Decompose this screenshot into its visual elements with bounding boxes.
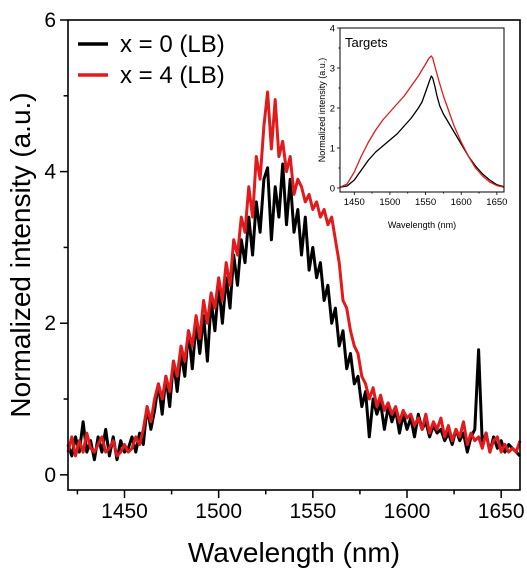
legend: x = 0 (LB) x = 4 (LB): [78, 31, 225, 89]
legend-label-x0: x = 0 (LB): [120, 31, 225, 58]
inset-series-group: [339, 55, 505, 188]
inset-background: [340, 28, 504, 192]
inset-x-axis-title: Wavelength (nm): [388, 220, 456, 230]
inset-y-tick-label: 2: [330, 104, 335, 115]
inset-y-tick-label: 1: [330, 144, 335, 155]
main-y-tick-label: 6: [44, 9, 56, 32]
main-series-line-0: [66, 162, 522, 462]
main-x-tick-label: 1550: [289, 500, 336, 523]
inset-axis-ticks: 1450 1500 1550 1600 1650 0 1 2 3 4: [330, 24, 508, 209]
inset-x-tick-label: 1650: [486, 197, 507, 208]
main-series-group: [66, 90, 522, 462]
main-series-line-1: [66, 90, 522, 458]
main-x-axis-title: Wavelength (nm): [188, 537, 400, 568]
main-y-tick-label: 2: [44, 312, 56, 335]
inset-x-tick-label: 1500: [379, 197, 400, 208]
main-y-tick-label: 4: [44, 161, 56, 184]
main-y-tick-label: 0: [44, 464, 56, 487]
main-x-tick-label: 1500: [195, 500, 242, 523]
main-x-tick-label: 1450: [101, 500, 148, 523]
main-plot: 1450 1500 1550 1600 1650 0 2 4 6 Wavelength (nm)…: [5, 9, 525, 568]
inset-plot: 1450 1500 1550 1600 1650 0 1 2 3 4 Targets Wavele…: [317, 24, 507, 231]
inset-x-tick-label: 1450: [344, 197, 365, 208]
inset-y-tick-label: 4: [330, 24, 335, 35]
inset-y-tick-label: 0: [330, 184, 335, 195]
legend-label-x4: x = 4 (LB): [120, 62, 225, 89]
main-axis-ticks: 1450 1500 1550 1600 1650 0 2 4 6: [44, 9, 524, 523]
main-x-tick-label: 1600: [384, 500, 431, 523]
inset-plot-frame: [339, 27, 505, 193]
inset-y-axis-title: Normalized intensity (a.u.): [317, 58, 327, 163]
inset-x-tick-label: 1550: [415, 197, 436, 208]
inset-series-line-1: [339, 55, 505, 188]
main-plot-frame: [67, 19, 521, 491]
inset-y-tick-label: 3: [330, 64, 335, 75]
main-x-tick-label: 1650: [478, 500, 525, 523]
inset-x-tick-label: 1600: [451, 197, 472, 208]
main-y-axis-title: Normalized intensity (a.u.): [5, 92, 36, 417]
inset-title: Targets: [345, 35, 388, 50]
